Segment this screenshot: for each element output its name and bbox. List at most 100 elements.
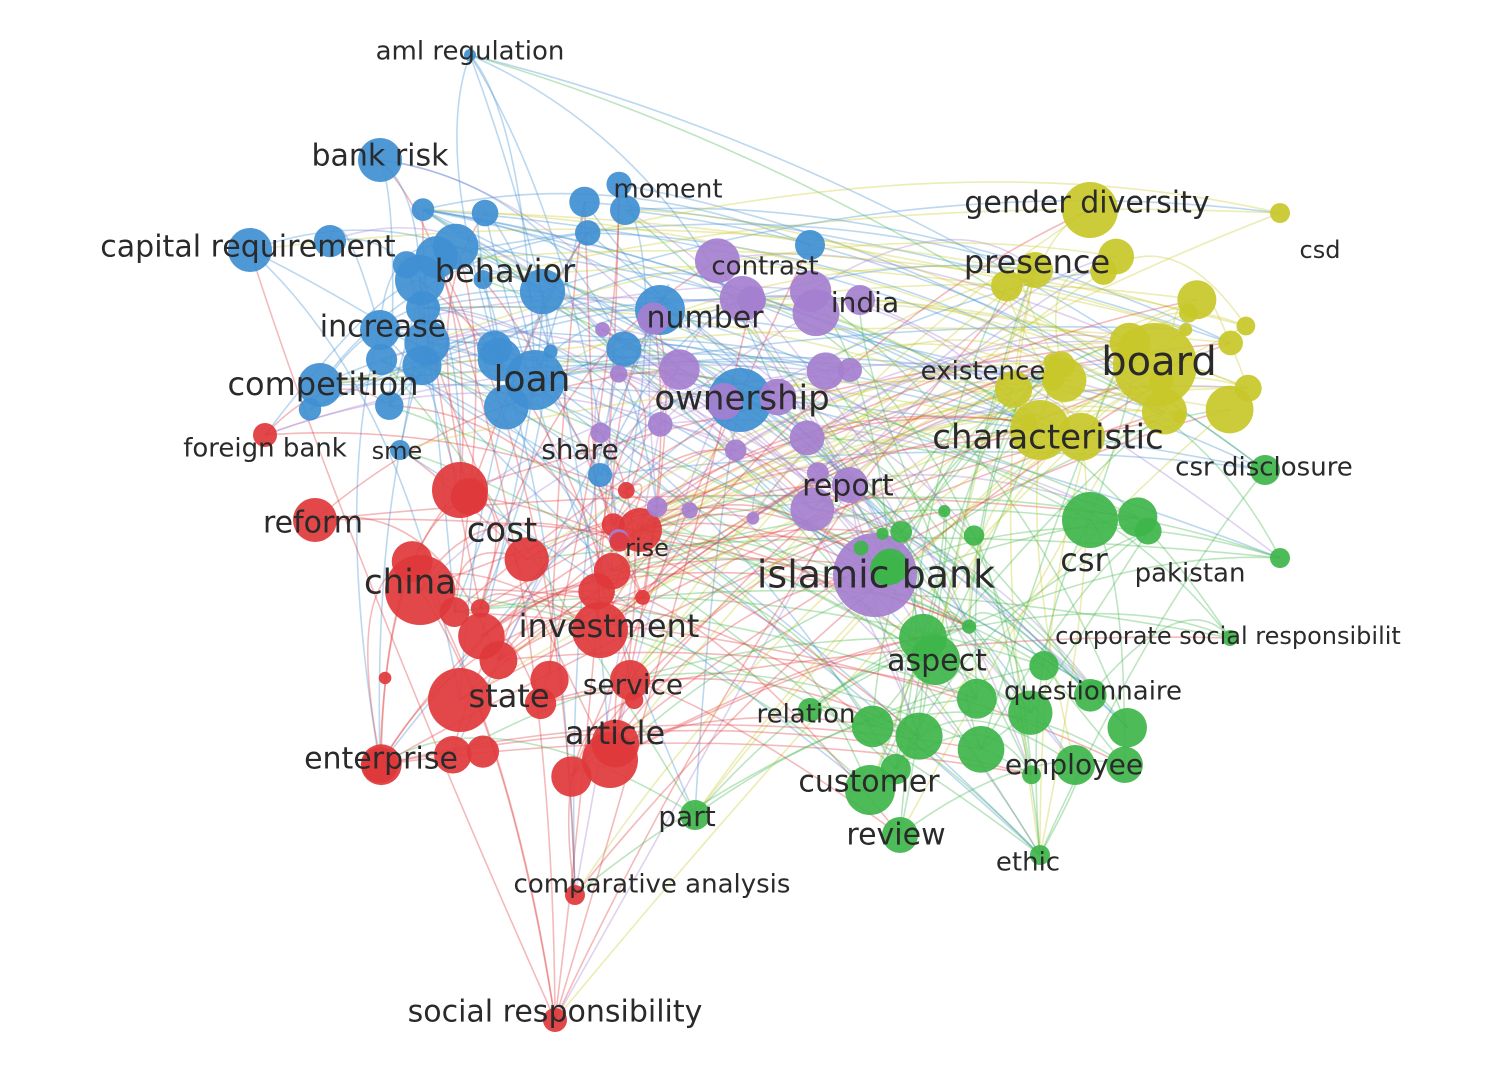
node-label: corporate social responsibilit	[1055, 622, 1401, 650]
node	[406, 291, 441, 326]
node	[415, 236, 458, 279]
edge	[479, 291, 549, 609]
node	[253, 423, 277, 447]
edge	[587, 181, 1281, 234]
node-label: moment	[613, 175, 722, 205]
node	[1029, 651, 1059, 681]
node	[869, 551, 904, 586]
node	[519, 269, 566, 315]
node	[724, 439, 747, 462]
edge	[934, 269, 1036, 661]
node-label: ethic	[996, 848, 1060, 878]
node	[1057, 412, 1105, 461]
node	[362, 747, 398, 783]
edge	[570, 244, 811, 777]
edge	[612, 448, 736, 526]
edge	[249, 229, 543, 293]
node	[470, 599, 490, 618]
edge	[624, 207, 1231, 344]
edge	[469, 54, 536, 381]
edge	[534, 356, 1180, 418]
edge	[422, 295, 826, 372]
edge	[600, 431, 1041, 856]
edge	[1051, 361, 1281, 559]
node	[694, 238, 740, 284]
node	[378, 671, 392, 685]
edge	[379, 159, 625, 350]
edge	[609, 270, 1104, 761]
node-label: aspect	[887, 644, 987, 679]
node	[543, 1008, 567, 1032]
edge	[379, 329, 1096, 691]
node-label: capital requirement	[100, 230, 396, 265]
node-label: rise	[625, 534, 669, 562]
edge	[379, 159, 464, 491]
node-label: sme	[372, 437, 423, 465]
node-label: bank risk	[311, 139, 449, 174]
edge	[974, 378, 1054, 699]
edge	[379, 328, 1082, 438]
node-label: csr	[1060, 541, 1108, 579]
node	[1043, 353, 1061, 371]
node	[832, 467, 868, 503]
edge	[968, 611, 1091, 696]
edge	[871, 388, 1015, 727]
node	[551, 756, 592, 797]
edge	[611, 557, 1045, 667]
edge	[355, 329, 381, 766]
node	[1041, 367, 1064, 391]
edge	[618, 373, 813, 510]
edge	[454, 596, 1045, 667]
node	[375, 391, 404, 420]
edge	[810, 290, 1128, 728]
node	[360, 310, 400, 350]
edge	[599, 451, 1266, 476]
edge	[742, 297, 1030, 423]
node-label: investment	[519, 607, 700, 645]
node-label: number	[646, 301, 764, 336]
node	[464, 49, 476, 61]
edge	[806, 334, 1136, 439]
edge	[452, 636, 923, 756]
node	[1178, 303, 1199, 323]
edge	[1039, 436, 1088, 856]
edge	[735, 341, 1130, 451]
edge	[469, 54, 779, 398]
edge	[421, 364, 613, 572]
edge	[419, 589, 871, 791]
node	[646, 496, 668, 518]
edge	[624, 209, 1033, 776]
edge	[309, 295, 861, 411]
edge	[249, 228, 1189, 314]
edge	[570, 510, 945, 777]
edge	[406, 249, 1247, 327]
edge	[859, 299, 1162, 383]
edge	[629, 269, 1036, 681]
node	[895, 712, 943, 760]
node	[228, 228, 272, 272]
edge	[812, 508, 1096, 691]
node	[1107, 707, 1147, 748]
edge	[1029, 530, 1149, 714]
edge	[980, 342, 1131, 750]
edge	[423, 307, 737, 451]
edge	[554, 436, 1082, 1021]
node-label: behavior	[435, 252, 576, 290]
edge	[599, 429, 1041, 631]
node-label: customer	[798, 765, 940, 800]
node	[880, 753, 911, 785]
edge	[422, 208, 1053, 363]
node	[890, 520, 913, 543]
node	[635, 589, 650, 605]
node-label: gender diversity	[964, 186, 1209, 221]
node	[610, 195, 640, 225]
node	[806, 462, 829, 485]
edge	[595, 369, 680, 592]
edge	[599, 432, 636, 761]
node	[938, 505, 951, 518]
node-label: presence	[964, 243, 1110, 281]
node	[994, 370, 1033, 408]
edge	[817, 255, 1117, 474]
node	[578, 573, 615, 610]
edge	[618, 183, 1180, 418]
